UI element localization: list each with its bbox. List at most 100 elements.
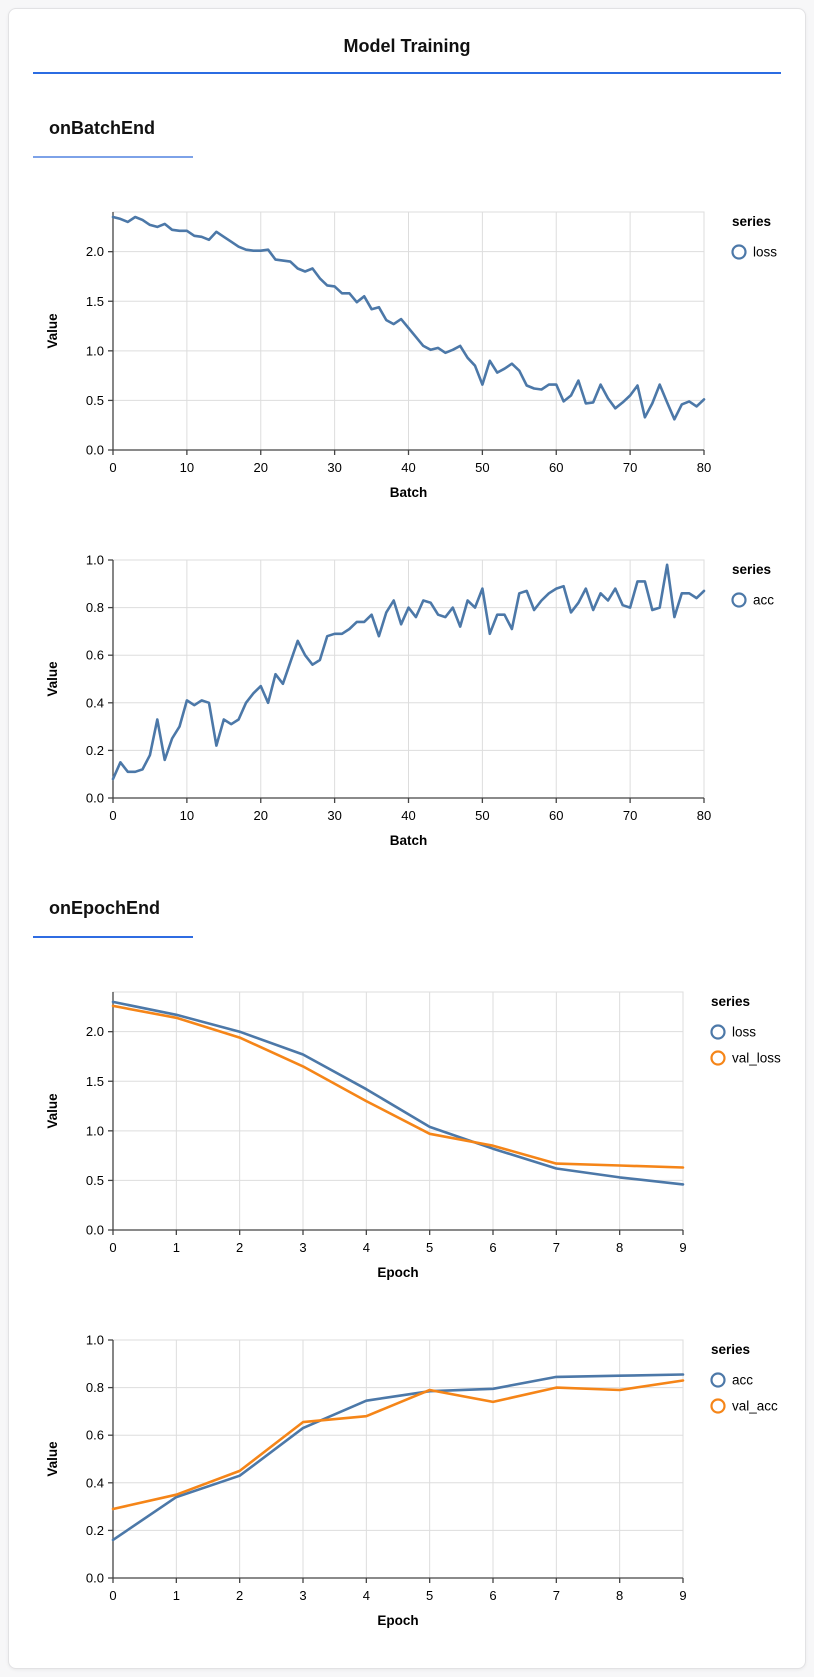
y-axis-title: Value [45,661,60,697]
legend-marker-loss-icon [731,244,747,260]
x-tick-label: 5 [426,1240,433,1255]
series-line-loss [111,1000,685,1186]
x-tick-label: 50 [475,808,489,823]
legend-title: series [732,214,771,229]
x-tick-label: 0 [109,1588,116,1603]
y-tick-label: 0.0 [86,1571,104,1586]
y-tick-label: 0.6 [86,1428,104,1443]
x-tick-label: 1 [173,1588,180,1603]
line-chart-batch-loss-svg: 0 10 20 30 40 50 60 70 80 0.0 0.5 1.0 1.5 2.0 Batch Val… [45,211,777,500]
x-tick-label: 30 [327,808,341,823]
y-tick-label: 0.5 [86,393,104,408]
legend-label-acc: acc [753,593,774,608]
y-tick-label: 0.0 [86,443,104,458]
series-line-acc [111,1373,685,1542]
section-heading-onepochend: onEpochEnd [49,898,160,918]
y-tick-label: 0.6 [86,648,104,663]
x-tick-label: 1 [173,1240,180,1255]
plot-area-border [112,991,684,1231]
y-tick-label: 1.5 [86,294,104,309]
legend-marker-acc-icon [710,1372,726,1388]
x-tick-label: 20 [254,808,268,823]
x-tick-label: 4 [363,1240,370,1255]
y-tick-label: 0.8 [86,600,104,615]
series-line-val_loss [111,1004,685,1169]
legend-marker-val_acc-icon [710,1398,726,1414]
y-tick-label: 1.0 [86,343,104,358]
y-tick-label: 0.5 [86,1173,104,1188]
section-onepochend: onEpochEnd 0 1 2 3 4 5 6 7 8 9 0.0 0.5 1.0 1.5 2.0 Epoc… [9,898,805,1634]
legend-title: series [711,1342,750,1357]
legend-label-val_acc: val_acc [732,1399,778,1414]
title-underline [33,72,781,74]
x-tick-label: 9 [679,1588,686,1603]
x-tick-label: 70 [623,808,637,823]
y-tick-label: 2.0 [86,244,104,259]
x-tick-label: 7 [553,1240,560,1255]
x-tick-label: 80 [697,808,711,823]
chart-batch-acc: 0 10 20 30 40 50 60 70 80 0.0 0.2 0.4 0.6 0.8 1.0 Batch… [21,550,805,854]
x-axis-title: Batch [390,833,428,848]
x-tick-label: 60 [549,460,563,475]
series-line-loss [111,215,706,421]
chart-epoch-loss: 0 1 2 3 4 5 6 7 8 9 0.0 0.5 1.0 1.5 2.0 Epoch Value serie… [21,982,805,1286]
x-tick-label: 20 [254,460,268,475]
y-tick-label: 0.0 [86,791,104,806]
x-tick-label: 70 [623,460,637,475]
x-tick-label: 0 [109,808,116,823]
x-tick-label: 0 [109,1240,116,1255]
y-tick-label: 0.8 [86,1380,104,1395]
x-tick-label: 8 [616,1588,623,1603]
section-underline-onbatchend [33,156,193,158]
visor-surface-card: Model Training onBatchEnd 0 10 20 30 40 50 60 7… [8,8,806,1669]
x-tick-label: 2 [236,1240,243,1255]
y-tick-label: 1.0 [86,1123,104,1138]
series-line-acc [111,563,706,781]
legend-marker-val_loss-icon [710,1050,726,1066]
x-tick-label: 80 [697,460,711,475]
y-tick-label: 1.5 [86,1074,104,1089]
section-onbatchend: onBatchEnd 0 10 20 30 40 50 60 70 80 0.0 0.5 1.0 1.5… [9,118,805,854]
y-tick-label: 2.0 [86,1024,104,1039]
y-tick-label: 0.2 [86,1523,104,1538]
legend-title: series [732,562,771,577]
x-tick-label: 50 [475,460,489,475]
x-tick-label: 30 [327,460,341,475]
legend-label-acc: acc [732,1373,753,1388]
x-tick-label: 60 [549,808,563,823]
y-tick-label: 0.4 [86,695,104,710]
x-tick-label: 10 [180,460,194,475]
x-tick-label: 2 [236,1588,243,1603]
y-tick-label: 0.4 [86,1475,104,1490]
y-tick-label: 1.0 [86,1333,104,1348]
legend-marker-acc-icon [731,592,747,608]
legend-label-val_loss: val_loss [732,1051,781,1066]
x-axis-title: Batch [390,485,428,500]
legend-marker-loss-icon [710,1024,726,1040]
line-chart-epoch-acc-svg: 0 1 2 3 4 5 6 7 8 9 0.0 0.2 0.4 0.6 0.8 1.0 Epoch Value se… [45,1333,778,1629]
x-tick-label: 0 [109,460,116,475]
x-tick-label: 3 [299,1240,306,1255]
chart-epoch-acc: 0 1 2 3 4 5 6 7 8 9 0.0 0.2 0.4 0.6 0.8 1.0 Epoch Value se… [21,1330,805,1634]
x-tick-label: 3 [299,1588,306,1603]
x-tick-label: 6 [489,1588,496,1603]
y-axis-title: Value [45,1441,60,1477]
page-title: Model Training [343,36,471,56]
x-tick-label: 6 [489,1240,496,1255]
y-tick-label: 0.0 [86,1223,104,1238]
section-heading-onbatchend: onBatchEnd [49,118,155,138]
y-tick-label: 0.2 [86,743,104,758]
y-axis-title: Value [45,1093,60,1129]
x-axis-title: Epoch [377,1613,418,1628]
line-chart-batch-acc-svg: 0 10 20 30 40 50 60 70 80 0.0 0.2 0.4 0.6 0.8 1.0 Batch… [45,553,774,849]
chart-batch-loss: 0 10 20 30 40 50 60 70 80 0.0 0.5 1.0 1.5 2.0 Batch Val… [21,202,805,506]
legend-label-loss: loss [753,245,777,260]
legend-label-loss: loss [732,1025,756,1040]
x-tick-label: 8 [616,1240,623,1255]
x-tick-label: 7 [553,1588,560,1603]
legend-title: series [711,994,750,1009]
x-tick-label: 9 [679,1240,686,1255]
x-tick-label: 10 [180,808,194,823]
y-axis-title: Value [45,313,60,349]
x-tick-label: 5 [426,1588,433,1603]
